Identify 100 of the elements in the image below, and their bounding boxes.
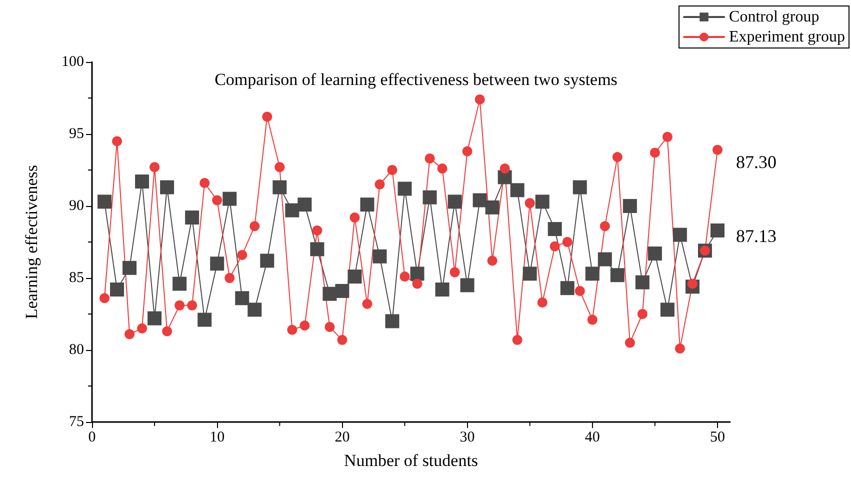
point — [350, 212, 360, 223]
point — [274, 162, 285, 172]
point — [600, 221, 610, 232]
point — [424, 153, 435, 164]
point — [485, 200, 500, 214]
point — [387, 165, 398, 175]
point — [674, 344, 685, 354]
point — [324, 322, 335, 332]
point — [200, 178, 210, 188]
point — [185, 210, 200, 225]
point — [522, 266, 537, 281]
point — [360, 198, 374, 212]
point — [124, 329, 135, 340]
point — [224, 273, 235, 283]
point — [648, 246, 662, 261]
point — [410, 266, 424, 281]
point — [137, 323, 148, 334]
point — [574, 286, 585, 296]
point — [512, 334, 522, 345]
point — [622, 199, 637, 213]
y-axis-title: Learning effectiveness — [22, 164, 41, 320]
point — [398, 182, 412, 196]
x-tick-label: 40 — [584, 430, 600, 446]
point — [612, 152, 622, 162]
point — [174, 300, 185, 310]
point — [172, 276, 187, 291]
point — [100, 293, 110, 304]
x-tick-label: 30 — [460, 430, 475, 446]
point — [374, 179, 385, 190]
point — [310, 242, 324, 256]
point — [610, 268, 624, 282]
y-tick-label: 80 — [69, 342, 84, 358]
point — [248, 302, 262, 317]
point — [537, 297, 548, 308]
point — [312, 225, 322, 236]
point — [285, 203, 300, 218]
point — [598, 252, 612, 266]
point — [162, 326, 172, 336]
x-axis-title: Number of students — [344, 451, 478, 470]
point — [260, 254, 274, 268]
point — [662, 132, 672, 142]
point — [235, 291, 250, 306]
y-tick-label: 75 — [69, 414, 84, 430]
point — [412, 278, 422, 289]
point — [435, 282, 450, 297]
point — [322, 286, 337, 301]
legend-label: Experiment group — [729, 28, 845, 46]
point — [362, 298, 372, 309]
point — [500, 164, 510, 174]
point — [450, 267, 460, 278]
point — [187, 300, 198, 310]
point — [650, 148, 660, 158]
point — [250, 221, 260, 232]
point — [422, 190, 437, 204]
point — [560, 281, 574, 296]
x-tick-label: 0 — [88, 430, 96, 446]
point — [337, 334, 348, 345]
x-tick-label: 50 — [710, 430, 725, 446]
chart-title: Comparison of learning effectiveness between two systems — [214, 70, 618, 89]
point — [212, 195, 222, 206]
point — [148, 311, 162, 326]
point — [448, 194, 462, 209]
point — [400, 272, 410, 282]
point — [348, 270, 362, 284]
point — [672, 228, 687, 242]
y-tick-label: 95 — [69, 126, 84, 142]
point — [112, 136, 122, 146]
x-tick-label: 10 — [210, 430, 225, 446]
point — [587, 314, 598, 325]
point — [222, 192, 237, 206]
point — [122, 260, 137, 275]
point — [300, 320, 310, 331]
point — [572, 180, 587, 194]
point — [262, 112, 272, 122]
point — [210, 256, 224, 271]
text: 87.13 — [736, 226, 776, 246]
point — [150, 162, 160, 172]
point — [237, 250, 248, 260]
point — [562, 237, 572, 247]
point — [510, 183, 524, 198]
y-tick-label: 90 — [69, 198, 84, 214]
point — [637, 309, 648, 319]
point — [535, 194, 550, 209]
point — [710, 223, 724, 238]
x-tick-label: 20 — [334, 430, 350, 446]
point — [624, 338, 635, 348]
point — [635, 275, 650, 290]
point — [437, 164, 448, 174]
point — [198, 312, 212, 327]
point — [472, 193, 487, 208]
y-tick-label: 100 — [62, 54, 84, 70]
point — [524, 198, 535, 208]
point — [385, 314, 400, 328]
point — [372, 249, 387, 264]
point — [462, 146, 472, 156]
point — [474, 94, 485, 104]
point — [272, 180, 287, 194]
point — [160, 180, 174, 194]
point — [585, 266, 600, 281]
point — [712, 144, 722, 155]
